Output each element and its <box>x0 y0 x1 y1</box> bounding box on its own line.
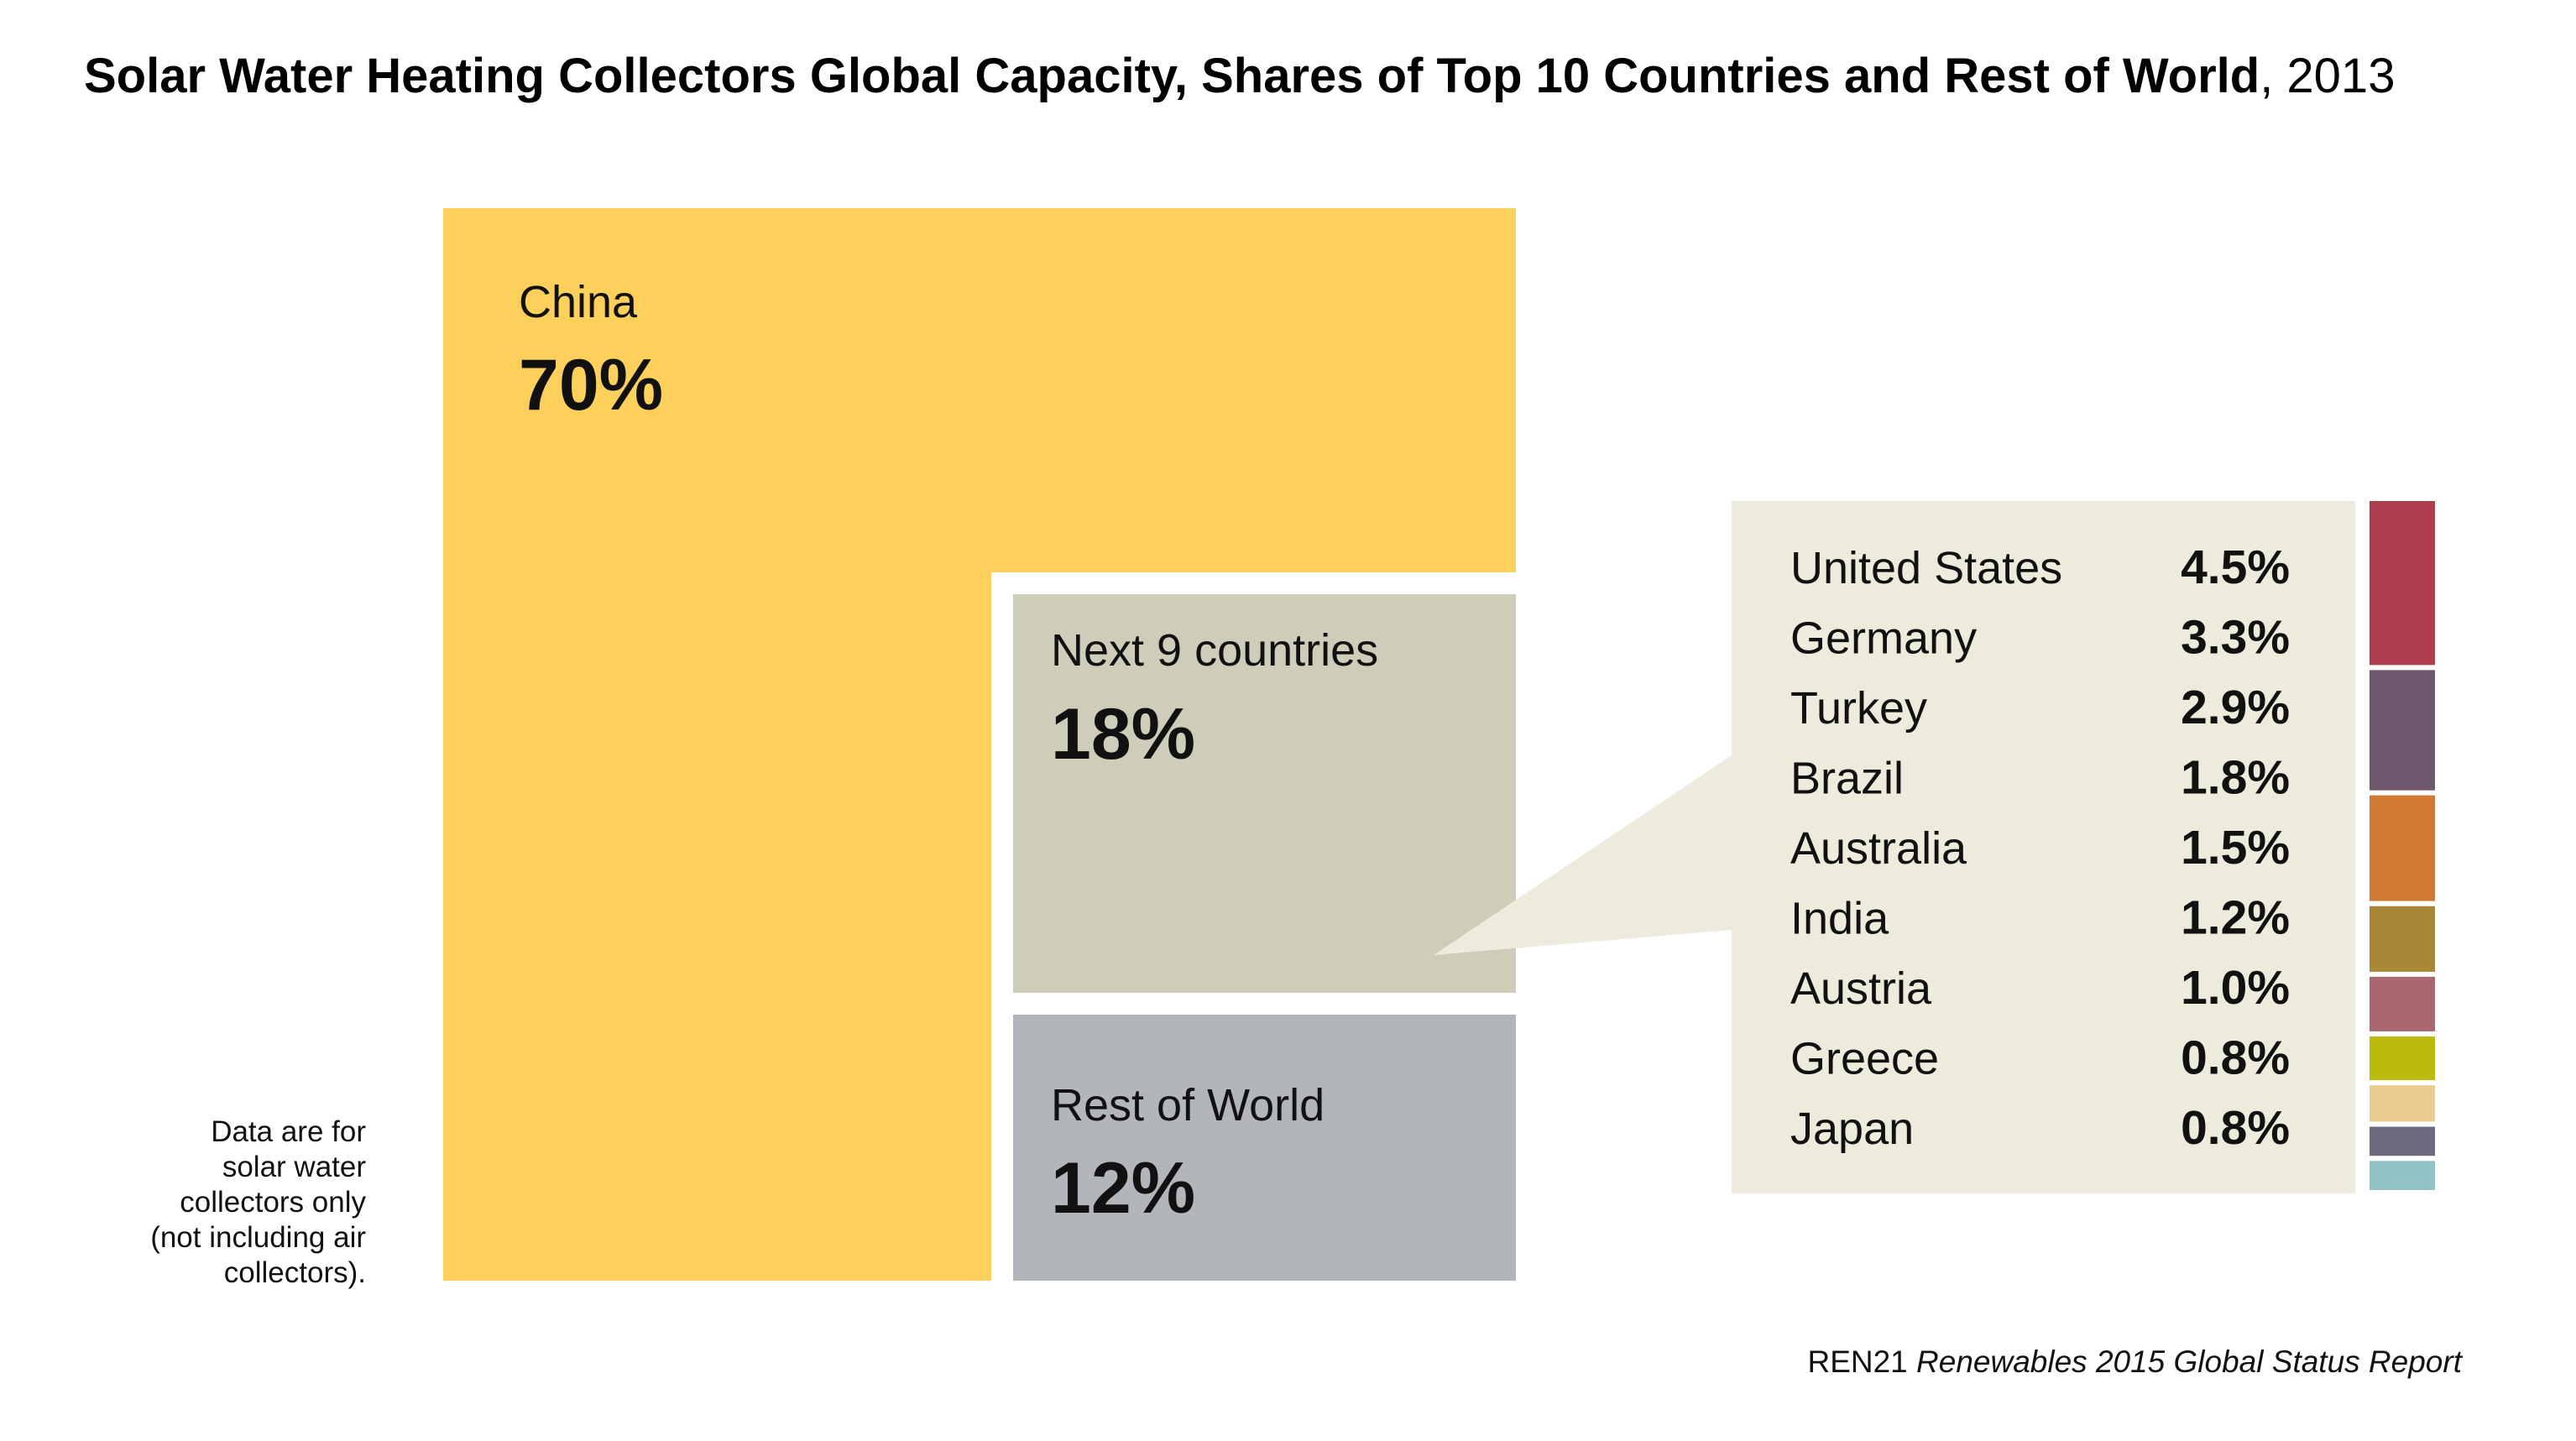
block-value-rest-of-world: 12% <box>1051 1148 1195 1229</box>
block-label-china: China <box>519 277 638 327</box>
chart-title-comma: , <box>2260 49 2286 103</box>
breakdown-country-germany: Germany <box>1790 613 1977 664</box>
block-label-next-9: Next 9 countries <box>1051 625 1378 676</box>
stack-segment-australia <box>2370 976 2435 1031</box>
breakdown-value-brazil: 1.8% <box>2181 751 2290 805</box>
stack-segment-greece <box>2370 1126 2435 1156</box>
stack-segment-united-states <box>2370 501 2435 666</box>
treemap-block-next-9 <box>1013 594 1516 993</box>
chart-title-year: 2013 <box>2286 49 2395 103</box>
footnote-line: Data are for <box>211 1115 366 1148</box>
source-org: REN21 <box>1807 1344 1908 1379</box>
footnote-line: solar water <box>222 1151 366 1183</box>
stack-segment-india <box>2370 1036 2435 1081</box>
breakdown-stack-bar <box>2370 501 2435 1190</box>
breakdown-value-united-states: 4.5% <box>2181 540 2290 594</box>
callout-panel <box>1434 501 2355 1193</box>
stack-segment-japan <box>2370 1161 2435 1190</box>
breakdown-country-brazil: Brazil <box>1790 754 1904 804</box>
breakdown-country-greece: Greece <box>1790 1034 1939 1084</box>
breakdown-country-australia: Australia <box>1790 823 1967 874</box>
breakdown-value-austria: 1.0% <box>2181 961 2290 1015</box>
block-value-china: 70% <box>519 345 663 426</box>
block-value-next-9: 18% <box>1051 694 1195 775</box>
breakdown-value-japan: 0.8% <box>2181 1101 2290 1155</box>
footnote-line: collectors). <box>223 1256 366 1289</box>
chart-title-main: Solar Water Heating Collectors Global Ca… <box>84 49 2260 103</box>
footnote-line: (not including air <box>150 1221 366 1254</box>
stack-segment-brazil <box>2370 906 2435 972</box>
stack-segment-germany <box>2370 670 2435 791</box>
breakdown-country-united-states: United States <box>1790 543 2062 593</box>
breakdown-callout: United States 4.5% Germany 3.3% Turkey 2.9% Br… <box>1434 501 2355 1193</box>
stack-segment-austria <box>2370 1085 2435 1122</box>
source-credit: REN21 Renewables 2015 Global Status Repo… <box>1807 1344 2462 1380</box>
breakdown-value-australia: 1.5% <box>2181 821 2290 875</box>
breakdown-value-greece: 0.8% <box>2181 1031 2290 1085</box>
treemap-block-china <box>443 208 1516 1281</box>
footnote: Data are for solar water collectors only… <box>67 1115 366 1291</box>
breakdown-country-turkey: Turkey <box>1790 683 1927 734</box>
breakdown-country-japan: Japan <box>1790 1104 1914 1154</box>
footnote-line: collectors only <box>180 1186 366 1219</box>
treemap-block-rest-of-world <box>1013 1015 1516 1281</box>
breakdown-country-austria: Austria <box>1790 963 1932 1014</box>
source-report: Renewables 2015 Global Status Report <box>1916 1344 2462 1379</box>
stack-segment-turkey <box>2370 795 2435 901</box>
treemap-blocks: China 70% Next 9 countries 18% Rest of World… <box>443 208 1516 1281</box>
block-label-rest-of-world: Rest of World <box>1051 1080 1325 1130</box>
breakdown-value-turkey: 2.9% <box>2181 681 2290 734</box>
breakdown-value-india: 1.2% <box>2181 891 2290 945</box>
chart-title: Solar Water Heating Collectors Global Ca… <box>84 49 2395 103</box>
breakdown-country-india: India <box>1790 894 1889 944</box>
breakdown-value-germany: 3.3% <box>2181 611 2290 665</box>
